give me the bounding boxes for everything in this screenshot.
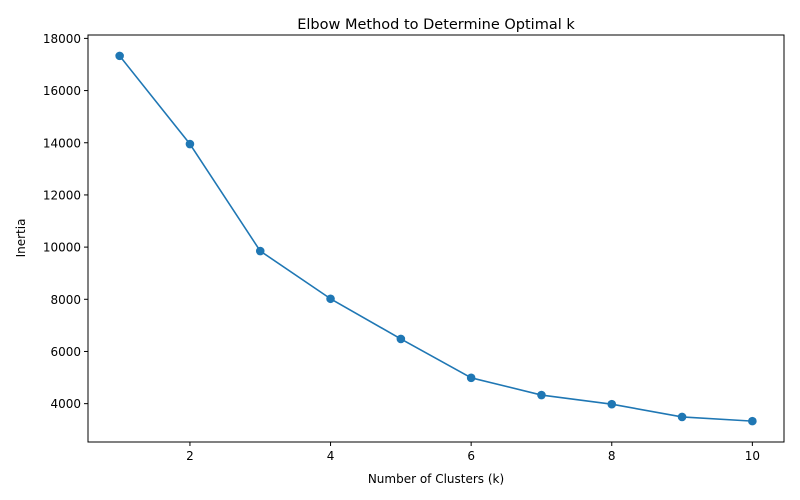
x-tick-label: 8 (608, 449, 616, 463)
data-point (607, 399, 617, 409)
data-point (115, 51, 124, 61)
y-tick-label: 16000 (43, 84, 81, 98)
y-tick-label: 4000 (50, 397, 81, 411)
y-axis-title: Inertia (14, 219, 28, 258)
y-tick-label: 14000 (43, 136, 81, 150)
data-point (255, 246, 265, 256)
x-axis-ticks: 2 4 6 8 10 (186, 442, 760, 463)
data-point (677, 412, 687, 422)
y-tick-label: 18000 (43, 32, 81, 46)
x-tick-label: 2 (186, 449, 194, 463)
data-point (748, 416, 757, 426)
x-tick-label: 4 (327, 449, 335, 463)
x-axis-title: Number of Clusters (k) (368, 472, 504, 486)
plot-area: 2 4 6 8 10 4000 6000 8000 10000 12000 14000 16000 1… (43, 32, 785, 463)
y-tick-label: 8000 (50, 293, 81, 307)
data-point (326, 294, 335, 304)
series-line (119, 55, 753, 422)
y-axis-ticks: 4000 6000 8000 10000 12000 14000 16000 18000 (43, 32, 88, 411)
data-point (396, 334, 406, 344)
x-tick-label: 10 (745, 449, 760, 463)
chart-title: Elbow Method to Determine Optimal k (297, 17, 575, 33)
data-point (537, 390, 546, 400)
axes-frame (87, 34, 785, 443)
data-point (466, 373, 476, 383)
y-tick-label: 12000 (43, 188, 81, 202)
y-tick-label: 10000 (43, 241, 81, 255)
data-point (185, 139, 195, 149)
series-layer (115, 51, 757, 426)
y-tick-label: 6000 (50, 345, 81, 359)
x-tick-label: 6 (467, 449, 475, 463)
